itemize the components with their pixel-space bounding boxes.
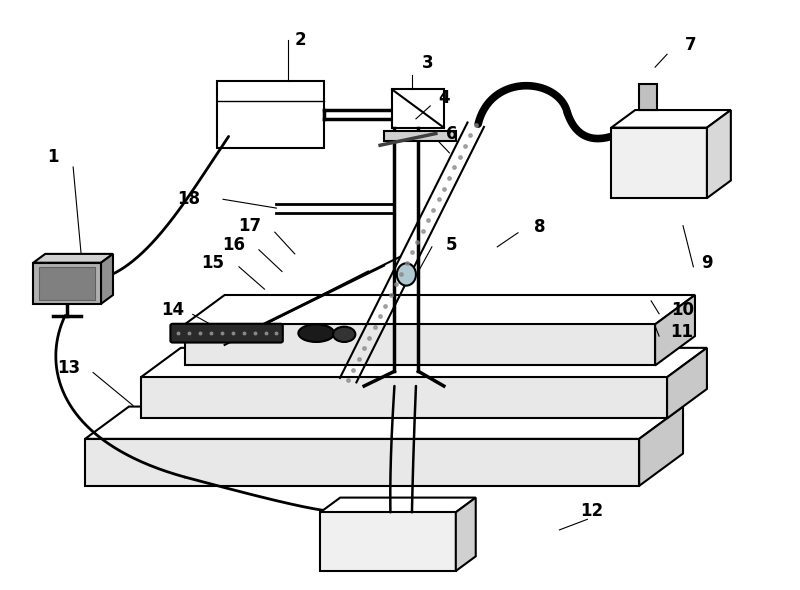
Text: 15: 15 — [201, 254, 224, 272]
Text: 9: 9 — [701, 254, 713, 272]
Text: 7: 7 — [685, 37, 697, 54]
Polygon shape — [34, 254, 113, 263]
Ellipse shape — [397, 263, 416, 286]
Text: 13: 13 — [58, 359, 81, 378]
Polygon shape — [667, 348, 707, 418]
Text: 16: 16 — [222, 236, 246, 254]
Polygon shape — [101, 254, 113, 304]
Text: 4: 4 — [438, 89, 450, 107]
Polygon shape — [85, 407, 683, 439]
Polygon shape — [320, 512, 456, 571]
Ellipse shape — [333, 327, 355, 342]
Bar — [39, 267, 94, 300]
Text: 2: 2 — [294, 31, 306, 48]
Polygon shape — [456, 497, 476, 571]
Text: 11: 11 — [670, 323, 693, 341]
Bar — [639, 84, 657, 110]
Text: 8: 8 — [534, 218, 546, 237]
Polygon shape — [320, 497, 476, 512]
Polygon shape — [707, 110, 731, 198]
Text: 10: 10 — [671, 301, 694, 319]
Text: 1: 1 — [47, 148, 59, 166]
Polygon shape — [85, 439, 639, 486]
Ellipse shape — [298, 324, 334, 342]
Text: 18: 18 — [178, 191, 200, 208]
Polygon shape — [655, 295, 695, 365]
Text: 3: 3 — [422, 54, 434, 72]
Bar — [384, 130, 456, 141]
Bar — [217, 81, 324, 148]
Text: 14: 14 — [162, 301, 184, 319]
Polygon shape — [141, 348, 707, 377]
Polygon shape — [34, 263, 101, 304]
Text: 5: 5 — [446, 236, 458, 254]
Text: 17: 17 — [238, 217, 262, 235]
Polygon shape — [185, 295, 695, 324]
Polygon shape — [611, 127, 707, 198]
Text: 6: 6 — [446, 124, 458, 143]
Polygon shape — [185, 324, 655, 365]
Bar — [392, 90, 444, 127]
Polygon shape — [639, 407, 683, 486]
Polygon shape — [141, 377, 667, 418]
FancyBboxPatch shape — [170, 324, 283, 343]
Polygon shape — [611, 110, 731, 127]
Text: 12: 12 — [580, 502, 603, 520]
